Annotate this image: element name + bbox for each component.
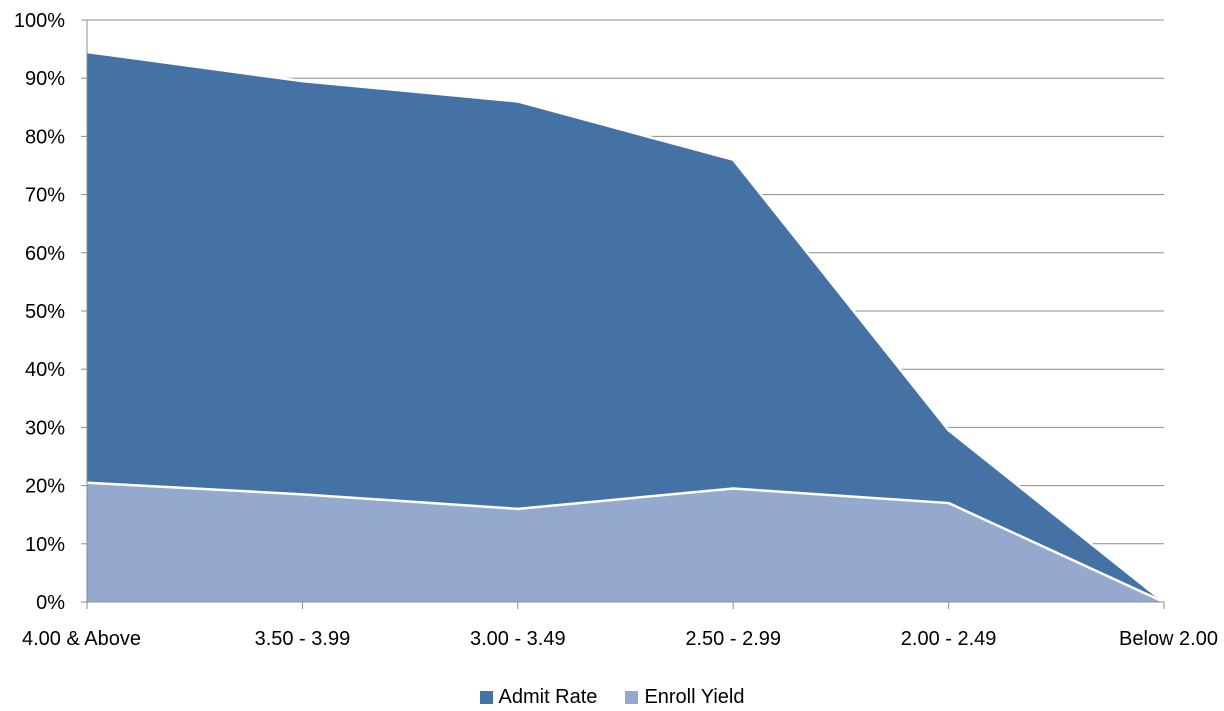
legend-swatch-admit-rate xyxy=(479,691,493,704)
legend: Admit Rate Enroll Yield xyxy=(0,686,1224,709)
y-tick-label: 60% xyxy=(25,243,65,265)
legend-item-admit-rate[interactable]: Admit Rate xyxy=(479,686,598,709)
area-series-group xyxy=(86,50,1165,604)
x-tick-label: 3.50 - 3.99 xyxy=(255,628,351,650)
y-tick-label: 80% xyxy=(25,126,65,148)
y-tick-label: 90% xyxy=(25,68,65,90)
y-tick-label: 100% xyxy=(14,10,65,32)
y-tick-label: 20% xyxy=(25,476,65,498)
x-tick-label: 3.00 - 3.49 xyxy=(470,628,566,650)
axes xyxy=(81,19,1165,609)
y-tick-label: 40% xyxy=(25,359,65,381)
area-enroll-yield xyxy=(87,482,1164,602)
y-tick-label: 70% xyxy=(25,185,65,207)
y-tick-label: 30% xyxy=(25,417,65,439)
y-axis-ticks: 0% 10% 20% 30% 40% 50% 60% 70% 80% 90% 100% xyxy=(14,10,65,614)
x-tick-label: 4.00 & Above xyxy=(22,628,141,650)
area-edge-enroll-yield xyxy=(86,481,1165,604)
y-tick-label: 10% xyxy=(25,534,65,556)
y-tick-label: 50% xyxy=(25,301,65,323)
x-axis-ticks: 4.00 & Above 3.50 - 3.99 3.00 - 3.49 2.50 -… xyxy=(22,628,1218,650)
x-tick-label: Below 2.00 xyxy=(1119,628,1218,650)
x-tick-label: 2.50 - 2.99 xyxy=(685,628,781,650)
y-tick-label: 0% xyxy=(36,592,65,614)
area-admit-rate xyxy=(87,52,1164,602)
legend-label-enroll-yield: Enroll Yield xyxy=(644,686,745,708)
area-edge-admit-rate xyxy=(86,50,1165,603)
legend-label-admit-rate: Admit Rate xyxy=(498,686,598,708)
legend-swatch-enroll-yield xyxy=(625,691,639,704)
legend-item-enroll-yield[interactable]: Enroll Yield xyxy=(625,686,745,709)
x-tick-label: 2.00 - 2.49 xyxy=(901,628,997,650)
